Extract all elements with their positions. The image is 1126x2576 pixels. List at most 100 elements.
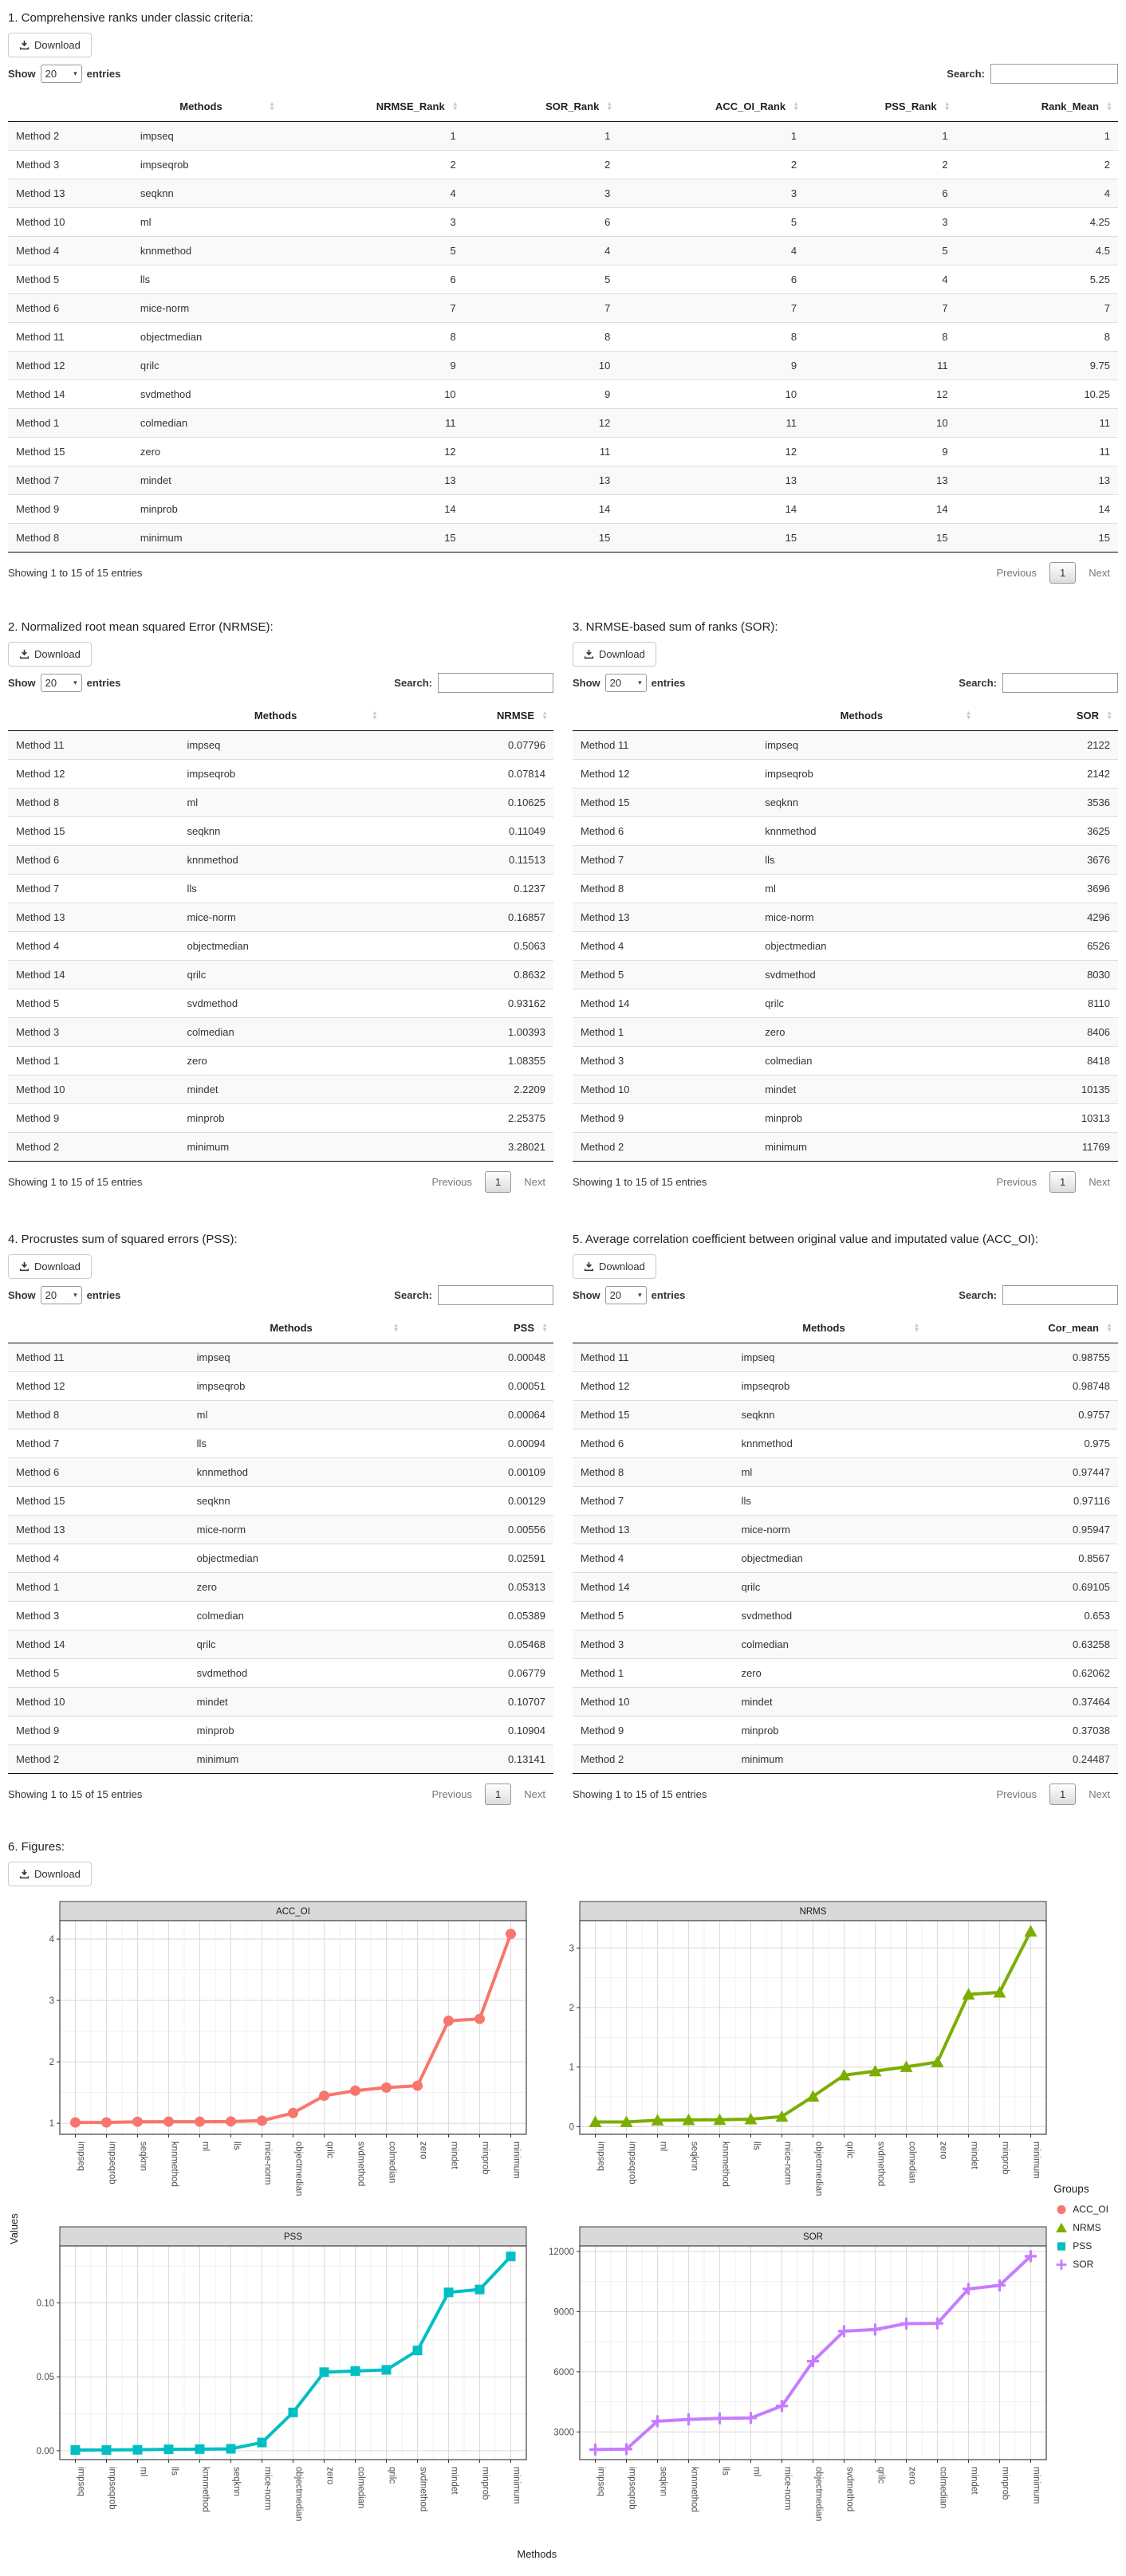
page-size-select[interactable]: 20 ▾ [40,65,82,83]
table-cell: Method 3 [573,1630,734,1659]
table-cell: 2.25375 [383,1103,553,1133]
previous-button[interactable]: Previous [996,567,1037,579]
svg-text:zero: zero [939,2141,948,2159]
table-cell: 0.97116 [925,1486,1118,1516]
column-header-index [8,1313,189,1343]
sort-icons: ▲ ▼ [943,100,951,112]
table-row: Method 9 minprob 0.37038 [573,1716,1118,1745]
previous-button[interactable]: Previous [431,1788,473,1800]
table-cell: Method 15 [573,788,758,817]
section-nrmse: 2. Normalized root mean squared Error (N… [8,615,553,1196]
svg-text:1: 1 [569,2063,574,2073]
column-header-pss[interactable]: PSS ▲ ▼ [404,1313,553,1343]
page-size-select[interactable]: 20 ▾ [40,1286,82,1304]
table-cell: lls [733,1486,926,1516]
table-row: Method 8 minimum 15 15 15 15 15 [8,523,1118,553]
page-size-select[interactable]: 20 ▾ [40,674,82,692]
column-label: PSS_Rank [884,100,937,112]
table-row: Method 1 zero 8406 [573,1017,1118,1047]
svg-text:0.05: 0.05 [37,2373,54,2382]
svg-text:ml: ml [659,2141,668,2151]
search-input[interactable] [438,1285,553,1305]
svg-text:impseqrob: impseqrob [628,2467,637,2510]
download-label: Download [34,39,81,51]
column-header-acc_oi_rank[interactable]: ACC_OI_Rank ▲ ▼ [618,92,805,122]
column-header-methods[interactable]: Methods ▲ ▼ [188,1313,405,1343]
table-row: Method 11 impseq 0.07796 [8,730,553,760]
page-1-button[interactable]: 1 [485,1171,512,1193]
page-1-button[interactable]: 1 [1049,1171,1077,1193]
table-cell: 0.95947 [925,1515,1118,1544]
acc-oi-panel: ACC_OI 1 2 3 4 impseq impseqrob seqknn knnmethod… [49,1901,527,2196]
table-cell: 3 [463,179,619,208]
next-button[interactable]: Next [524,1176,545,1188]
table-cell: 2 [463,150,619,179]
page-size-select[interactable]: 20 ▾ [604,674,647,692]
table-cell: Method 10 [8,207,132,237]
previous-button[interactable]: Previous [996,1788,1037,1800]
table-cell: Method 3 [8,150,132,179]
table-cell: 5 [463,265,619,294]
download-button[interactable]: Download [8,1254,92,1279]
column-header-methods[interactable]: Methods ▲ ▼ [757,701,978,731]
search-input[interactable] [1002,673,1118,693]
table-cell: Method 14 [8,380,132,409]
previous-button[interactable]: Previous [996,1176,1037,1188]
table-row: Method 2 minimum 11769 [573,1132,1118,1162]
column-header-sor_rank[interactable]: SOR_Rank ▲ ▼ [463,92,619,122]
column-header-nrmse_rank[interactable]: NRMSE_Rank ▲ ▼ [281,92,464,122]
table-cell: impseq [757,730,978,760]
sort-icons: ▲ ▼ [541,1321,548,1334]
table-cell: objectmedian [132,322,282,352]
column-header-cor_mean[interactable]: Cor_mean ▲ ▼ [925,1313,1118,1343]
download-button[interactable]: Download [8,642,92,667]
column-header-rank_mean[interactable]: Rank_Mean ▲ ▼ [955,92,1118,122]
search-input[interactable] [990,64,1118,84]
column-header-nrmse[interactable]: NRMSE ▲ ▼ [383,701,553,731]
table-cell: Method 15 [8,1486,189,1516]
table-cell: 2122 [977,730,1118,760]
next-button[interactable]: Next [1089,1176,1110,1188]
table-row: Method 15 seqknn 0.9757 [573,1400,1118,1430]
table-cell: Method 6 [573,816,758,846]
sor-table: Methods ▲ ▼ SOR ▲ ▼ Method 11 impseq 2122 Method … [573,701,1118,1162]
next-button[interactable]: Next [1089,1788,1110,1800]
svg-text:mice-norm: mice-norm [263,2141,273,2185]
svg-text:4: 4 [49,1935,55,1945]
page-1-button[interactable]: 1 [485,1784,512,1805]
search-input[interactable] [438,673,553,693]
table-cell: 4 [955,179,1118,208]
plus-icon [1056,2259,1067,2270]
column-header-methods[interactable]: Methods ▲ ▼ [733,1313,926,1343]
search-input[interactable] [1002,1285,1118,1305]
download-button[interactable]: Download [573,1254,656,1279]
table-cell: Method 11 [573,730,758,760]
table-row: Method 3 colmedian 8418 [573,1046,1118,1076]
next-button[interactable]: Next [524,1788,545,1800]
triangle-icon [1056,2222,1068,2233]
column-header-pss_rank[interactable]: PSS_Rank ▲ ▼ [805,92,956,122]
table-row: Method 4 objectmedian 0.5063 [8,931,553,961]
page-1-button[interactable]: 1 [1049,1784,1077,1805]
table-cell: impseqrob [179,759,384,789]
table-cell: objectmedian [733,1544,926,1573]
table-cell: 0.05389 [404,1601,553,1630]
column-header-sor[interactable]: SOR ▲ ▼ [977,701,1118,731]
next-button[interactable]: Next [1089,567,1110,579]
table-cell: Method 5 [8,1658,189,1688]
column-header-index [573,1313,734,1343]
download-button[interactable]: Download [573,642,656,667]
download-button[interactable]: Download [8,33,92,57]
column-header-methods[interactable]: Methods ▲ ▼ [132,92,282,122]
previous-button[interactable]: Previous [431,1176,473,1188]
column-header-methods[interactable]: Methods ▲ ▼ [179,701,384,731]
download-button[interactable]: Download [8,1862,92,1886]
ranks-table: Methods ▲ ▼ NRMSE_Rank ▲ ▼ SOR_Rank ▲ ▼ ACC_OI_Ra… [8,92,1118,553]
page-size-select[interactable]: 20 ▾ [604,1286,647,1304]
page-1-button[interactable]: 1 [1049,562,1077,584]
table-cell: mindet [179,1075,384,1104]
entries-label: entries [86,1289,121,1301]
table-row: Method 14 qrilc 0.8632 [8,960,553,989]
show-label: Show [8,68,36,80]
table-cell: 2.2209 [383,1075,553,1104]
